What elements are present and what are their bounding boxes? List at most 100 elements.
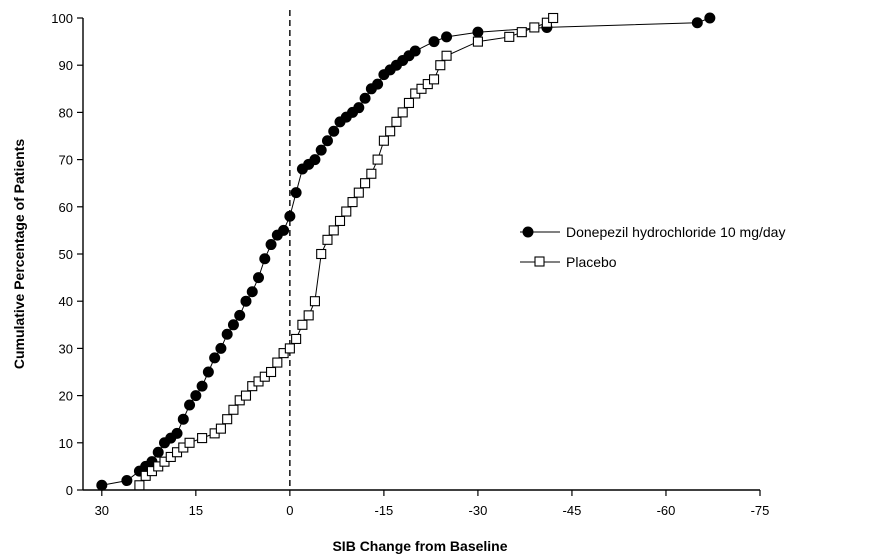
series-donepezil xyxy=(96,12,716,491)
data-point-donepezil xyxy=(253,272,265,284)
data-point-donepezil xyxy=(96,479,108,491)
data-point-placebo xyxy=(222,414,233,425)
data-point-donepezil xyxy=(284,210,296,222)
data-point-placebo xyxy=(347,197,358,208)
y-tick-label: 90 xyxy=(59,58,73,73)
data-point-placebo xyxy=(360,178,371,189)
data-point-placebo xyxy=(291,333,302,345)
data-point-placebo xyxy=(228,404,239,415)
x-tick-label: -15 xyxy=(374,503,393,518)
data-point-donepezil xyxy=(691,17,703,29)
legend-marker-donepezil xyxy=(522,226,534,238)
data-point-placebo xyxy=(303,310,314,321)
y-tick-label: 40 xyxy=(59,294,73,309)
data-point-placebo xyxy=(378,135,389,146)
y-axis-ticks: 0 10 20 30 40 50 60 70 80 90 100 xyxy=(51,11,83,498)
data-point-donepezil xyxy=(190,390,202,402)
data-point-donepezil xyxy=(278,224,290,236)
y-tick-label: 70 xyxy=(59,153,73,168)
data-point-donepezil xyxy=(259,253,271,265)
data-point-donepezil xyxy=(265,239,277,251)
data-point-placebo xyxy=(548,12,559,24)
data-point-donepezil xyxy=(227,319,239,331)
data-point-placebo xyxy=(341,206,352,217)
data-point-donepezil xyxy=(290,187,302,199)
data-point-donepezil xyxy=(472,26,484,38)
data-point-placebo xyxy=(441,50,452,61)
data-point-placebo xyxy=(385,126,396,137)
data-point-placebo xyxy=(272,357,283,368)
x-axis-title: SIB Change from Baseline xyxy=(332,538,507,554)
data-point-donepezil xyxy=(221,328,233,340)
x-tick-label: 30 xyxy=(95,503,109,518)
data-point-donepezil xyxy=(177,413,189,425)
series-line xyxy=(138,17,554,486)
series-line xyxy=(101,17,711,486)
x-axis-ticks: 30 15 0 -15 -30 -45 -60 -75 xyxy=(95,490,770,518)
data-point-donepezil xyxy=(704,12,716,24)
data-point-placebo xyxy=(428,74,440,85)
data-point-donepezil xyxy=(309,154,321,166)
data-point-placebo xyxy=(215,423,226,434)
y-axis-title: Cumulative Percentage of Patients xyxy=(11,139,27,370)
data-point-donepezil xyxy=(321,135,333,147)
data-point-donepezil xyxy=(372,78,384,90)
series-placebo xyxy=(134,12,559,491)
y-tick-label: 60 xyxy=(59,200,73,215)
data-point-placebo xyxy=(504,31,515,42)
data-point-donepezil xyxy=(409,45,421,57)
x-tick-label: -60 xyxy=(657,503,676,518)
data-point-placebo xyxy=(197,433,208,444)
x-tick-label: 0 xyxy=(286,503,293,518)
data-point-donepezil xyxy=(246,286,258,298)
data-point-donepezil xyxy=(196,380,208,392)
data-point-placebo xyxy=(322,234,333,245)
data-point-donepezil xyxy=(353,102,365,114)
data-point-donepezil xyxy=(240,295,252,307)
data-point-donepezil xyxy=(121,475,133,487)
data-point-placebo xyxy=(184,437,195,448)
data-point-placebo xyxy=(366,168,377,179)
y-tick-label: 20 xyxy=(59,389,73,404)
y-tick-label: 50 xyxy=(59,247,73,262)
data-point-donepezil xyxy=(171,427,183,439)
data-point-donepezil xyxy=(359,92,371,104)
x-tick-label: 15 xyxy=(189,503,203,518)
data-point-donepezil xyxy=(328,125,340,137)
legend-label-donepezil: Donepezil hydrochloride 10 mg/day xyxy=(566,224,785,240)
data-point-placebo xyxy=(353,187,364,198)
x-tick-label: -75 xyxy=(751,503,770,518)
legend-label-placebo: Placebo xyxy=(566,254,617,270)
data-point-placebo xyxy=(309,296,320,307)
data-point-placebo xyxy=(516,27,527,38)
data-point-donepezil xyxy=(441,31,453,43)
data-point-placebo xyxy=(403,97,415,109)
data-point-donepezil xyxy=(152,446,164,458)
legend: Donepezil hydrochloride 10 mg/day Placeb… xyxy=(520,224,785,270)
data-point-placebo xyxy=(316,248,327,260)
data-point-placebo xyxy=(134,480,145,491)
data-point-placebo xyxy=(284,343,295,354)
data-point-placebo xyxy=(529,22,540,33)
x-tick-label: -45 xyxy=(563,503,582,518)
y-tick-label: 10 xyxy=(59,436,73,451)
legend-item-placebo: Placebo xyxy=(520,254,617,270)
data-point-placebo xyxy=(266,366,277,378)
legend-item-donepezil: Donepezil hydrochloride 10 mg/day xyxy=(520,224,785,240)
data-point-placebo xyxy=(435,60,446,71)
data-point-placebo xyxy=(297,319,308,330)
data-point-donepezil xyxy=(234,309,246,321)
legend-marker-placebo xyxy=(534,256,545,267)
data-point-placebo xyxy=(240,390,252,401)
data-point-placebo xyxy=(372,154,383,165)
x-tick-label: -30 xyxy=(469,503,488,518)
data-point-donepezil xyxy=(184,399,196,411)
data-point-placebo xyxy=(391,116,402,127)
y-tick-label: 80 xyxy=(59,105,73,120)
y-tick-label: 100 xyxy=(51,11,73,26)
data-point-donepezil xyxy=(202,366,214,378)
data-point-placebo xyxy=(472,36,483,47)
y-tick-label: 30 xyxy=(59,341,73,356)
data-point-donepezil xyxy=(315,144,327,156)
